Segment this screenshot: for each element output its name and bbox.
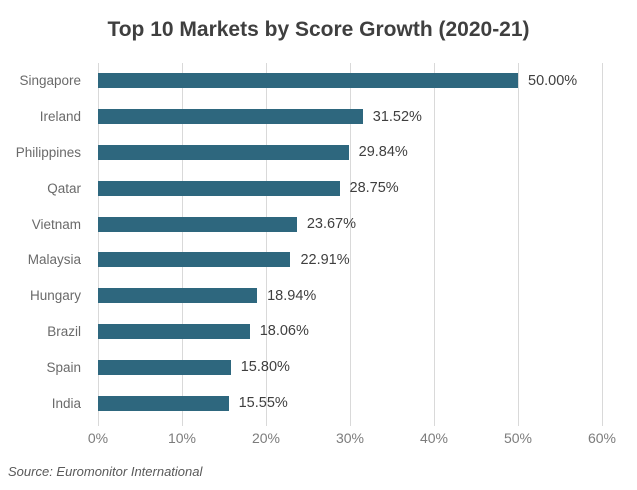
value-label-malaysia: 22.91%	[300, 251, 350, 268]
category-label-spain: Spain	[46, 359, 81, 375]
chart-row-spain: 15.80%	[98, 349, 602, 385]
bar-rows: 50.00% 31.52% 29.84% 28.75% 23.67% 22.91…	[98, 63, 602, 421]
bar-malaysia	[98, 252, 291, 268]
chart-row-philippines: 29.84%	[98, 135, 602, 171]
x-axis-tick-label: 0%	[87, 430, 109, 446]
bar-singapore	[98, 73, 518, 89]
x-axis-tick-label: 60%	[587, 430, 617, 446]
chart-row-brazil: 18.06%	[98, 314, 602, 350]
category-label-hungary: Hungary	[29, 288, 81, 304]
x-axis-tick-label: 40%	[419, 430, 449, 446]
category-label-philippines: Philippines	[15, 144, 81, 160]
x-axis-tick-label: 20%	[251, 430, 281, 446]
chart-title: Top 10 Markets by Score Growth (2020-21)	[107, 18, 530, 41]
x-axis-tick-label: 10%	[167, 430, 197, 446]
bar-ireland	[98, 109, 363, 125]
value-label-singapore: 50.00%	[528, 72, 578, 89]
category-label-brazil: Brazil	[47, 323, 81, 339]
x-axis: 0% 10% 20% 30% 40% 50% 60%	[88, 421, 616, 451]
bar-brazil	[98, 323, 250, 339]
chart-row-ireland: 31.52%	[98, 99, 602, 135]
value-label-hungary: 18.94%	[267, 287, 317, 304]
bar-vietnam	[98, 216, 297, 232]
category-label-qatar: Qatar	[47, 180, 81, 196]
bar-hungary	[98, 288, 258, 304]
plot-area: 50.00% 31.52% 29.84% 28.75% 23.67% 22.91…	[88, 63, 616, 446]
category-label-vietnam: Vietnam	[31, 216, 81, 232]
bar-philippines	[98, 144, 349, 160]
category-label-india: India	[51, 395, 81, 411]
category-label-ireland: Ireland	[39, 109, 81, 125]
source-note: Source: Euromonitor International	[8, 464, 203, 479]
value-label-ireland: 31.52%	[372, 108, 422, 125]
category-label-singapore: Singapore	[19, 73, 81, 89]
x-axis-tick-label: 30%	[335, 430, 365, 446]
chart-row-india: 15.55%	[98, 385, 602, 421]
x-axis-tick-label: 50%	[503, 430, 533, 446]
chart-row-qatar: 28.75%	[98, 170, 602, 206]
value-label-brazil: 18.06%	[259, 323, 309, 340]
value-label-qatar: 28.75%	[349, 180, 399, 197]
value-label-india: 15.55%	[238, 395, 288, 412]
chart-row-singapore: 50.00%	[98, 63, 602, 99]
chart-row-hungary: 18.94%	[98, 278, 602, 314]
chart-row-vietnam: 23.67%	[98, 206, 602, 242]
bar-spain	[98, 359, 231, 375]
category-label-malaysia: Malaysia	[27, 252, 81, 268]
value-label-vietnam: 23.67%	[306, 216, 356, 233]
bar-qatar	[98, 180, 340, 196]
category-labels-column: Singapore Ireland Philippines Qatar Viet…	[0, 63, 90, 421]
gridline	[602, 63, 603, 426]
value-label-spain: 15.80%	[240, 359, 290, 376]
bar-india	[98, 395, 229, 411]
chart-row-malaysia: 22.91%	[98, 242, 602, 278]
value-label-philippines: 29.84%	[358, 144, 408, 161]
